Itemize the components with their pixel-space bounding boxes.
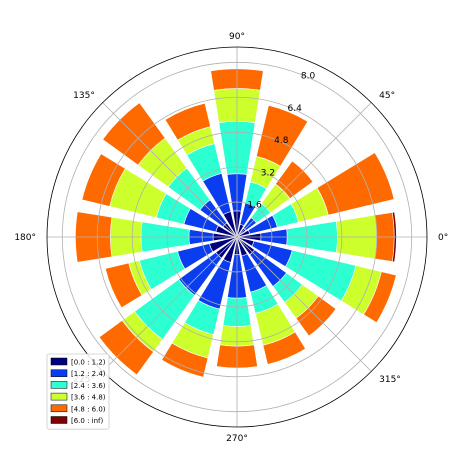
- legend-swatch-4: [50, 404, 68, 413]
- bar-sector-9-bin-4: [104, 262, 143, 309]
- bar-sector-11-bin-4: [161, 342, 209, 378]
- legend-label-5: [6.0 : inf): [71, 417, 104, 425]
- bar-sector-1-bin-4: [316, 152, 395, 216]
- bar-sector-15-bin-4: [363, 271, 397, 323]
- legend-swatch-0: [50, 357, 68, 366]
- bar-sector-3-bin-4: [256, 104, 309, 167]
- legend-swatch-2: [50, 381, 68, 389]
- radial-tick-label-2: 4.8: [274, 136, 289, 146]
- legend-swatch-5: [50, 416, 68, 424]
- legend-label-3: [3.6 : 4.8): [71, 394, 106, 402]
- direction-label-45: 45°: [379, 91, 395, 101]
- legend-label-4: [4.8 : 6.0): [71, 405, 106, 413]
- radial-tick-label-1: 3.2: [261, 168, 275, 178]
- legend-label-1: [1.2 : 2.4): [71, 370, 106, 378]
- radial-tick-labels: 1.6 3.2 4.8 6.4 8.0: [247, 72, 315, 211]
- legend: [0.0 : 1.2) [1.2 : 2.4) [2.4 : 3.6) [3.6 : …: [46, 353, 110, 430]
- direction-label-90: 90°: [229, 32, 245, 42]
- polar-frame: [46, 46, 428, 428]
- angular-gridline-1: [236, 102, 372, 238]
- angular-gridline-7: [236, 236, 372, 372]
- legend-label-2: [2.4 : 3.6): [71, 382, 106, 390]
- radial-tick-label-0: 1.6: [247, 201, 262, 211]
- legend-swatch-3: [50, 392, 68, 401]
- direction-label-135: 135°: [73, 91, 95, 101]
- direction-label-0: 0°: [438, 233, 448, 243]
- bars-layer: [75, 68, 397, 378]
- bar-sector-7-bin-4: [81, 153, 126, 207]
- angular-gridline-3: [102, 102, 238, 238]
- radial-tick-label-4: 8.0: [301, 72, 316, 82]
- direction-label-180: 180°: [14, 233, 36, 243]
- direction-label-315: 315°: [379, 375, 401, 385]
- grid-layer: [47, 47, 427, 427]
- legend-label-0: [0.0 : 1.2): [71, 359, 106, 367]
- angular-gridline-5: [102, 236, 238, 372]
- bar-sector-13-bin-4: [262, 331, 306, 365]
- direction-label-270: 270°: [226, 434, 248, 444]
- legend-swatch-1: [50, 369, 68, 377]
- radial-tick-label-3: 6.4: [287, 104, 302, 114]
- bar-sector-5-bin-4: [164, 102, 211, 141]
